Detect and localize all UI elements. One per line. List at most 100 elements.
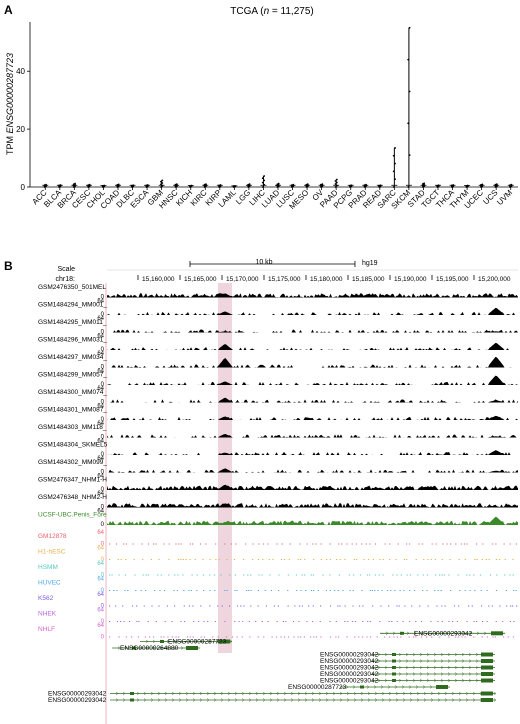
- signal-bar: [491, 605, 493, 607]
- track-ymax-label: 64: [97, 509, 104, 515]
- strand-arrow: [164, 698, 168, 702]
- signal-track: [107, 434, 518, 438]
- signal-bar: [426, 590, 428, 591]
- exon-block: [132, 646, 136, 650]
- strand-arrow: [426, 665, 430, 670]
- data-point: [161, 182, 164, 184]
- strand-arrow: [180, 639, 184, 644]
- signal-bar: [458, 605, 460, 607]
- signal-bar: [506, 605, 508, 607]
- signal-bar: [503, 543, 505, 545]
- signal-bar: [248, 621, 250, 622]
- signal-bar: [262, 559, 264, 560]
- signal-bar: [235, 543, 237, 545]
- signal-bar: [474, 590, 476, 591]
- signal-bar: [119, 621, 122, 622]
- signal-bar: [151, 605, 153, 607]
- strand-arrow: [345, 685, 349, 689]
- signal-track: [107, 397, 518, 403]
- data-point: [263, 179, 266, 182]
- signal-bar: [276, 543, 278, 545]
- signal-bar: [209, 559, 211, 560]
- scalebar-label: 10 kb: [255, 259, 272, 266]
- signal-bar: [289, 543, 291, 545]
- signal-bar: [287, 574, 289, 576]
- signal-bar: [109, 636, 111, 638]
- signal-bar: [505, 590, 507, 591]
- data-point: [481, 183, 484, 186]
- strand-arrow: [145, 646, 149, 650]
- signal-bar: [408, 636, 410, 638]
- track-ymax-label: 64: [97, 623, 104, 629]
- gene-label: ENSG00000293042: [320, 678, 379, 685]
- signal-bar: [109, 605, 111, 607]
- signal-bar: [144, 636, 146, 638]
- signal-bar: [384, 543, 386, 545]
- signal-bar: [420, 621, 423, 622]
- signal-bar: [306, 543, 308, 545]
- signal-bar: [116, 590, 118, 591]
- signal-bar: [425, 636, 428, 638]
- strand-arrow: [475, 672, 479, 676]
- exon-block: [218, 639, 230, 644]
- strand-arrow: [318, 691, 322, 696]
- strand-arrow: [461, 659, 465, 663]
- signal-bar: [394, 590, 396, 591]
- signal-bar: [355, 621, 357, 622]
- strand-arrow: [117, 646, 121, 650]
- signal-bar: [448, 574, 450, 576]
- data-point: [72, 183, 75, 186]
- signal-bar: [458, 559, 460, 560]
- track-ymax-label: 64: [97, 592, 104, 598]
- strand-arrow: [454, 659, 458, 663]
- strand-arrow: [332, 691, 336, 696]
- track-label: NHLF: [38, 626, 55, 633]
- data-point: [421, 183, 424, 185]
- strand-arrow: [440, 665, 444, 670]
- signal-bar: [258, 543, 260, 545]
- strand-arrow: [241, 691, 245, 696]
- strand-arrow: [360, 698, 364, 702]
- signal-bar: [355, 543, 357, 545]
- signal-bar: [238, 621, 240, 622]
- signal-bar: [224, 590, 226, 591]
- strand-arrow: [262, 698, 266, 702]
- signal-bar: [413, 590, 416, 591]
- signal-bar: [351, 543, 353, 545]
- exon-block: [186, 646, 198, 650]
- signal-bar: [380, 605, 382, 607]
- strand-arrow: [430, 698, 434, 702]
- signal-bar: [337, 605, 339, 607]
- data-point: [408, 26, 411, 29]
- signal-bar: [245, 590, 248, 591]
- signal-bar: [215, 559, 217, 560]
- track-label: GSM1484302_MM099_: [38, 459, 107, 466]
- track-label: GSM1484294_MM001_: [38, 302, 107, 309]
- strand-arrow: [483, 631, 487, 635]
- signal-bar: [448, 636, 450, 638]
- strand-arrow: [426, 672, 430, 676]
- signal-bar: [271, 636, 273, 638]
- strand-arrow: [408, 685, 412, 689]
- strand-arrow: [405, 665, 409, 670]
- exon-block: [481, 665, 493, 670]
- strand-arrow: [208, 639, 212, 644]
- signal-bar: [113, 590, 115, 591]
- strand-arrow: [353, 698, 357, 702]
- track-ymax-label: 64: [97, 608, 104, 614]
- signal-bar: [441, 559, 443, 560]
- signal-bar: [154, 590, 156, 591]
- strand-arrow: [380, 685, 384, 689]
- signal-bar: [147, 574, 149, 576]
- signal-bar: [437, 590, 439, 591]
- signal-track: [107, 307, 518, 315]
- signal-bar: [178, 543, 180, 545]
- strand-arrow: [150, 691, 154, 696]
- strand-arrow: [419, 659, 423, 663]
- signal-bar: [419, 605, 421, 607]
- signal-bar: [495, 621, 497, 622]
- signal-bar: [362, 605, 364, 607]
- signal-bar: [397, 543, 399, 545]
- strand-arrow: [451, 691, 455, 696]
- signal-bar: [383, 636, 386, 638]
